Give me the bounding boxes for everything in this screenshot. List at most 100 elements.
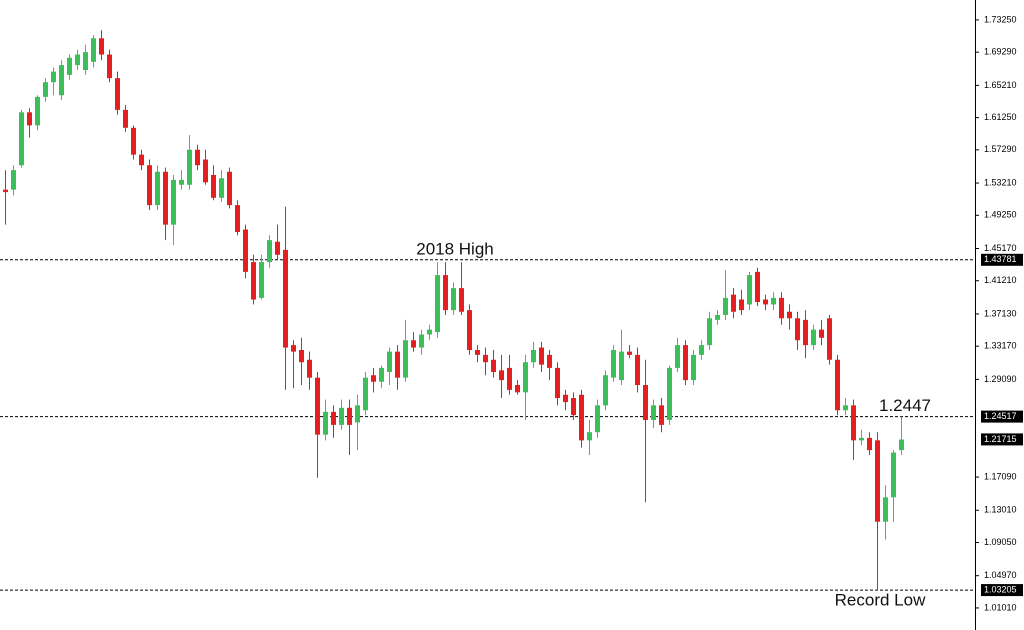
candle-body — [395, 351, 400, 378]
y-tick-label: 1.65210 — [984, 80, 1017, 90]
candle-body — [483, 354, 488, 363]
candle-body — [523, 362, 528, 393]
candle-body — [803, 319, 808, 346]
y-tick-label: 1.04970 — [984, 570, 1017, 580]
annotation: Record Low — [835, 591, 926, 610]
candle-body — [611, 350, 616, 378]
candle-body — [307, 359, 312, 378]
y-tick-label: 1.53210 — [984, 177, 1017, 187]
annotation: 2018 High — [416, 239, 494, 258]
current-price-label: 1.21715 — [984, 434, 1017, 444]
candle-body — [747, 275, 752, 305]
candle-body — [539, 347, 544, 365]
candle-body — [371, 375, 376, 382]
candle-body — [99, 38, 104, 55]
candle-body — [851, 405, 856, 441]
candle-body — [587, 432, 592, 441]
candle-body — [763, 299, 768, 305]
candle-body — [331, 411, 336, 425]
candle-body — [267, 240, 272, 263]
candle-body — [283, 249, 288, 348]
candle-body — [75, 54, 80, 66]
candle-body — [787, 311, 792, 319]
candle-body — [107, 54, 112, 79]
candle-body — [91, 38, 96, 62]
candle-body — [243, 229, 248, 272]
candle-body — [659, 405, 664, 425]
candle-body — [603, 375, 608, 406]
candle-body — [779, 297, 784, 319]
candle-body — [115, 78, 120, 110]
candle-body — [531, 350, 536, 363]
candle-body — [859, 437, 864, 441]
candle-body — [67, 57, 72, 75]
candle-body — [163, 171, 168, 225]
level-label-box — [981, 584, 1023, 597]
candle-body — [627, 351, 632, 355]
candle-body — [515, 385, 520, 393]
candle-body — [427, 329, 432, 335]
candle-body — [835, 359, 840, 411]
candle-body — [491, 359, 496, 372]
candle-body — [203, 159, 208, 183]
candle-body — [299, 350, 304, 363]
candle-body — [259, 262, 264, 298]
candle-body — [451, 288, 456, 311]
candle-body — [707, 318, 712, 346]
y-tick-label: 1.13010 — [984, 505, 1017, 515]
candle-body — [43, 82, 48, 97]
candle-body — [139, 154, 144, 166]
candle-body — [739, 299, 744, 311]
candle-body — [419, 334, 424, 348]
candle-body — [435, 275, 440, 333]
candle-body — [467, 310, 472, 350]
candle-body — [843, 405, 848, 411]
y-tick-label: 1.01010 — [984, 602, 1017, 612]
candle-body — [507, 367, 512, 390]
candle-body — [563, 394, 568, 403]
candle-body — [11, 170, 16, 190]
candle-body — [875, 440, 880, 522]
candle-body — [179, 179, 184, 185]
y-tick-label: 1.45170 — [984, 243, 1017, 253]
candle-body — [555, 367, 560, 399]
candle-body — [411, 340, 416, 348]
candle-body — [547, 354, 552, 368]
candle-body — [211, 175, 216, 198]
candle-body — [643, 385, 648, 420]
candle-body — [475, 350, 480, 355]
y-tick-label: 1.41210 — [984, 275, 1017, 285]
candle-body — [715, 315, 720, 320]
y-tick-label: 1.37130 — [984, 308, 1017, 318]
level-label-box — [981, 253, 1023, 266]
candle-body — [195, 149, 200, 166]
candle-body — [795, 318, 800, 341]
candle-body — [731, 294, 736, 312]
candle-body — [123, 109, 128, 128]
candle-body — [379, 367, 384, 382]
y-tick-label: 1.49250 — [984, 210, 1017, 220]
candle-body — [899, 439, 904, 451]
candle-body — [275, 241, 280, 255]
candle-body — [51, 71, 56, 83]
candle-body — [771, 297, 776, 305]
candle-body — [323, 411, 328, 435]
candle-body — [811, 329, 816, 346]
y-tick-label: 1.09050 — [984, 537, 1017, 547]
candle-body — [3, 189, 8, 193]
level-label-box — [981, 410, 1023, 423]
candle-body — [235, 205, 240, 232]
y-tick-label: 1.17090 — [984, 471, 1017, 481]
annotation: 1.2447 — [879, 396, 931, 415]
candle-body — [187, 149, 192, 185]
y-tick-label: 1.57290 — [984, 144, 1017, 154]
level-label: 1.24517 — [984, 411, 1017, 421]
candle-body — [171, 179, 176, 225]
candle-body — [387, 351, 392, 372]
candle-body — [683, 345, 688, 381]
candle-body — [27, 112, 32, 126]
candle-body — [315, 377, 320, 435]
candle-body — [443, 275, 448, 311]
candle-body — [355, 405, 360, 423]
